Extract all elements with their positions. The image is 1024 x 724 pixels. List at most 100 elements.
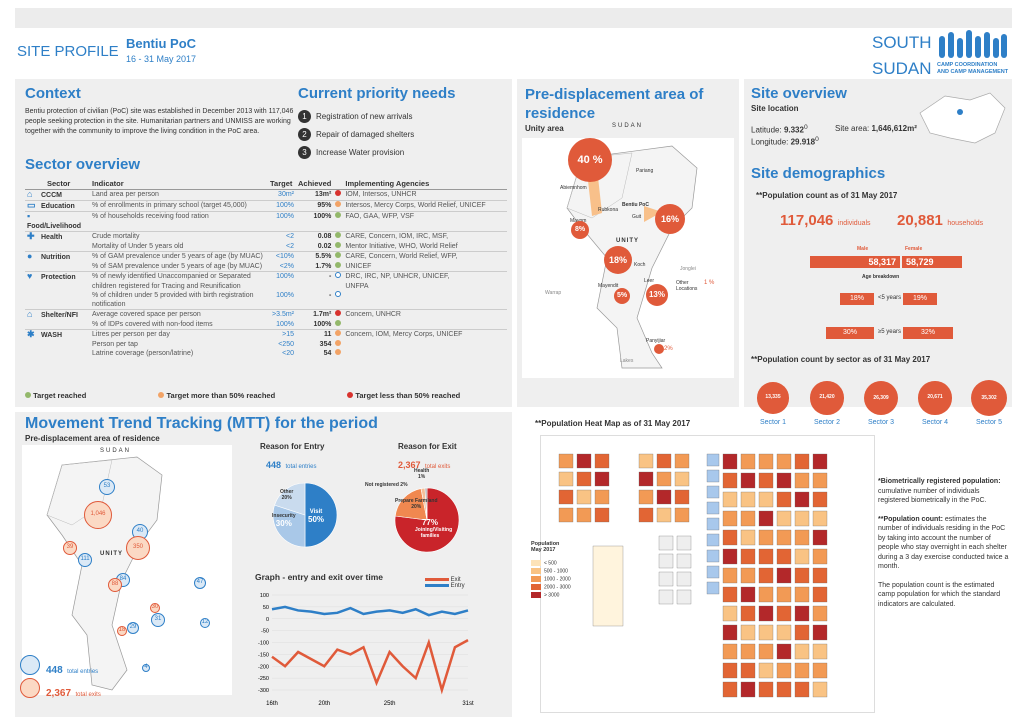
note-2: **Population count: estimates the number… (878, 515, 1010, 572)
priority-title: Current priority needs (298, 85, 456, 102)
o5-label: ≥5 years (878, 329, 901, 335)
map-state: UNITY (616, 238, 639, 244)
heatmap-cell (638, 507, 654, 523)
status-dot (335, 262, 342, 268)
sector-cell (25, 340, 90, 349)
heatmap-cell (776, 453, 792, 470)
agencies-cell: UNFPA (345, 283, 369, 290)
heatmap-cell (758, 453, 774, 470)
heatmap-cell (558, 489, 574, 505)
heatmap-cell (722, 453, 738, 470)
sector-cell (25, 282, 90, 291)
male-bar: 58,317 (810, 256, 900, 268)
achieved-cell: 0.02 (317, 243, 332, 250)
location-map (915, 88, 1010, 148)
table-row: notification (25, 300, 507, 310)
table-row: ● Nutrition % of GAM prevalence under 5 ye… (25, 251, 507, 263)
male-u5-bar: 18% (840, 293, 874, 305)
heatmap-cell (658, 571, 674, 587)
legend-more-50: Target more than 50% reached (166, 391, 276, 400)
pie-label: Other (280, 489, 294, 495)
heatmap-cell (706, 469, 720, 483)
mtt-map-value: 1,046 (90, 511, 106, 517)
exit-label-notreg: Not registered 2% (365, 482, 408, 488)
note-2-bold: **Population count: (878, 515, 943, 523)
left-panel (15, 79, 512, 407)
heatmap-cell (812, 586, 828, 603)
legend-label: < 500 (544, 560, 557, 567)
heatmap-cell (812, 567, 828, 584)
heatmap-cell (558, 453, 574, 469)
map-label: Panyijiar (646, 338, 666, 344)
heatmap-cell (576, 489, 592, 505)
status-cell (333, 252, 343, 263)
status-dot (335, 340, 342, 346)
exits-legend-circle (20, 678, 40, 698)
indicator-cell: % of enrollments in primary school (targ… (92, 202, 247, 209)
agencies-cell: DRC, IRC, NP, UNHCR, UNICEF, (345, 273, 450, 280)
households-value: 20,881 (897, 212, 943, 229)
mtt-exits: 2,367 total exits (46, 683, 101, 701)
legend-swatch (531, 592, 541, 598)
heatmap-cell (740, 453, 756, 470)
target-cell (268, 300, 296, 310)
heatmap-cell (758, 662, 774, 679)
legend-item: 2000 - 3000 (531, 584, 571, 592)
achieved-cell: 100% (313, 321, 332, 328)
target-cell: 100% (276, 213, 294, 220)
pie-label: Insecurity (272, 513, 296, 519)
priority-number: 1 (298, 110, 311, 123)
status-dot (335, 320, 342, 326)
heatmap-cell (794, 567, 810, 584)
indicator-cell: % of SAM prevalence under 5 years of age… (92, 263, 263, 270)
mtt-map-state: UNITY (100, 551, 123, 557)
mtt-title: Movement Trend Tracking (MTT) for the pe… (25, 415, 378, 432)
agencies-cell (343, 320, 507, 330)
site-name: Bentiu PoC (126, 36, 197, 51)
sector-name: Health (41, 234, 63, 241)
pie-value: 20% (411, 504, 422, 510)
pie-label: Prepare Farmland (395, 498, 438, 504)
agencies-cell: IOM, Intersos, UNHCR (345, 191, 417, 198)
sector-cell (25, 242, 90, 252)
table-row: % of IDPs covered with non-food items 100… (25, 320, 507, 330)
achieved-cell: 5.5% (315, 253, 332, 260)
heatmap-cell (794, 453, 810, 470)
achieved-cell: 100% (313, 213, 332, 220)
indicator-cell: Crude mortality (92, 233, 140, 240)
heatmap-cell (722, 529, 738, 546)
lat-value: 9.332 (783, 125, 804, 135)
indicator-cell: % of newly identified Unaccompanied or S… (92, 273, 251, 280)
notes: *Biometrically registered population: cu… (878, 477, 1010, 609)
mtt-subtitle: Pre-displacement area of residence (25, 434, 160, 443)
sector-overview-title: Sector overview (25, 156, 141, 173)
heatmap-cell (812, 681, 828, 698)
site-location-label: Site location (751, 104, 799, 113)
households-label: households (947, 220, 984, 227)
target-cell: 30m² (278, 191, 294, 198)
area-label: Site area: (835, 124, 870, 133)
table-row: Person per tap <250 354 (25, 340, 507, 349)
heatmap-cell (812, 643, 828, 660)
heatmap-cell (722, 662, 738, 679)
y-tick-label: -100 (258, 641, 269, 647)
table-row: ⌂ Shelter/NFI Average covered space per pe… (25, 309, 507, 321)
entry-total-label: total entries (285, 464, 317, 470)
sector-name: Shelter/NFI (41, 312, 78, 319)
pct-circle-abiemnhom: 40 % (568, 138, 612, 182)
x-tick-label: 20th (318, 701, 330, 707)
agencies-cell (343, 340, 507, 349)
agencies-cell: UNICEF (345, 263, 372, 270)
heatmap-cell (740, 605, 756, 622)
heatmap-cell (758, 529, 774, 546)
heatmap-cell (776, 529, 792, 546)
heatmap-cell (794, 662, 810, 679)
heatmap-cell (740, 491, 756, 508)
table-row: ✚ Health Crude mortality <2 0.08 CARE, Concer… (25, 231, 507, 243)
indicator-cell: % of GAM prevalence under 5 years of age… (92, 253, 263, 260)
heatmap-map (540, 435, 875, 713)
x-tick-label: 16th (266, 701, 278, 707)
heatmap-cell (676, 589, 692, 605)
achieved-cell: 1.7m² (313, 311, 332, 318)
female-label: Female (905, 246, 923, 252)
